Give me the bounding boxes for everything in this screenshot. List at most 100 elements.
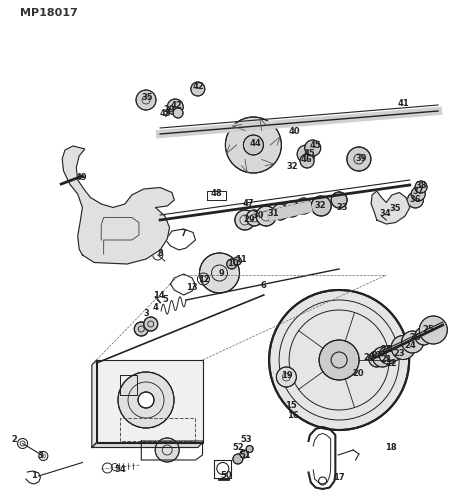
Circle shape	[305, 140, 321, 156]
Circle shape	[379, 346, 397, 364]
Text: 2: 2	[11, 436, 17, 444]
Text: 33: 33	[336, 204, 348, 212]
Text: 14: 14	[154, 292, 165, 300]
Circle shape	[227, 259, 237, 269]
Circle shape	[415, 327, 433, 345]
Text: MP18017: MP18017	[20, 8, 78, 18]
Text: 6: 6	[261, 280, 267, 289]
Text: 10: 10	[227, 260, 239, 268]
Circle shape	[319, 340, 359, 380]
Polygon shape	[371, 191, 410, 224]
Text: 4: 4	[153, 302, 158, 312]
Text: 29: 29	[164, 104, 175, 114]
Circle shape	[373, 347, 392, 367]
Circle shape	[244, 135, 263, 155]
Circle shape	[407, 192, 423, 208]
Circle shape	[411, 187, 425, 201]
Text: 43: 43	[160, 110, 171, 118]
Circle shape	[235, 210, 255, 230]
Circle shape	[311, 196, 331, 216]
Text: 1: 1	[31, 470, 37, 480]
Circle shape	[173, 108, 183, 118]
Text: 21: 21	[381, 354, 392, 364]
Text: 24: 24	[405, 340, 416, 349]
Circle shape	[234, 257, 241, 265]
Polygon shape	[92, 442, 203, 448]
Text: 23: 23	[394, 348, 405, 358]
Circle shape	[296, 198, 312, 214]
Circle shape	[191, 82, 205, 96]
Text: 8: 8	[157, 250, 163, 258]
Text: 45: 45	[310, 140, 321, 149]
Text: 28: 28	[364, 354, 375, 362]
Text: 9: 9	[219, 270, 224, 278]
Circle shape	[269, 290, 409, 430]
Text: 37: 37	[413, 188, 424, 196]
Text: 51: 51	[239, 450, 251, 460]
Text: 18: 18	[385, 443, 397, 452]
Text: 19: 19	[282, 372, 293, 380]
Circle shape	[138, 392, 154, 408]
Circle shape	[284, 201, 300, 217]
Text: 13: 13	[187, 283, 198, 292]
Text: 39: 39	[355, 154, 366, 162]
Text: 36: 36	[410, 194, 421, 203]
Text: 44: 44	[250, 140, 261, 148]
Text: 16: 16	[287, 410, 299, 420]
Text: 25: 25	[423, 326, 434, 334]
Text: 46: 46	[300, 154, 312, 164]
Circle shape	[331, 192, 347, 208]
Text: 52: 52	[233, 444, 244, 452]
Text: 26: 26	[410, 332, 421, 342]
Text: 31: 31	[268, 210, 279, 218]
Circle shape	[144, 317, 158, 331]
Circle shape	[246, 210, 262, 226]
Text: 41: 41	[398, 100, 409, 108]
Circle shape	[415, 181, 427, 193]
Text: 42: 42	[193, 82, 204, 92]
Text: 17: 17	[333, 473, 345, 482]
Text: 48: 48	[211, 190, 222, 198]
Text: 5: 5	[163, 296, 169, 304]
Text: 3: 3	[143, 310, 149, 318]
Text: 54: 54	[115, 464, 126, 473]
Circle shape	[136, 90, 156, 110]
Circle shape	[246, 446, 253, 452]
Text: 45: 45	[304, 148, 316, 158]
Text: 47: 47	[243, 198, 254, 207]
Polygon shape	[92, 360, 97, 448]
Circle shape	[300, 154, 314, 168]
Text: 3: 3	[37, 452, 43, 460]
Text: 29: 29	[244, 216, 255, 224]
Text: 21: 21	[381, 346, 392, 354]
Circle shape	[155, 438, 179, 462]
Text: 32: 32	[286, 162, 298, 170]
Polygon shape	[62, 146, 174, 264]
Text: 11: 11	[236, 256, 247, 264]
Text: 53: 53	[240, 436, 252, 444]
Circle shape	[347, 147, 371, 171]
Text: 35: 35	[390, 204, 401, 214]
Text: 50: 50	[220, 470, 232, 480]
Circle shape	[419, 316, 447, 344]
Text: 42: 42	[171, 100, 182, 110]
Text: 40: 40	[289, 126, 300, 136]
Circle shape	[297, 145, 315, 163]
Circle shape	[118, 372, 174, 428]
Circle shape	[134, 322, 148, 336]
Circle shape	[369, 351, 385, 367]
Text: 32: 32	[315, 202, 326, 210]
Text: 35: 35	[141, 94, 153, 102]
Circle shape	[402, 331, 423, 353]
Circle shape	[200, 253, 239, 293]
Text: 27: 27	[371, 350, 382, 360]
Text: 49: 49	[75, 174, 87, 182]
Text: 22: 22	[385, 358, 397, 368]
Circle shape	[233, 454, 243, 464]
Text: 20: 20	[352, 370, 364, 378]
Circle shape	[240, 450, 248, 458]
Text: 34: 34	[380, 210, 391, 218]
Circle shape	[226, 117, 281, 173]
Circle shape	[386, 345, 402, 361]
Polygon shape	[97, 360, 203, 442]
